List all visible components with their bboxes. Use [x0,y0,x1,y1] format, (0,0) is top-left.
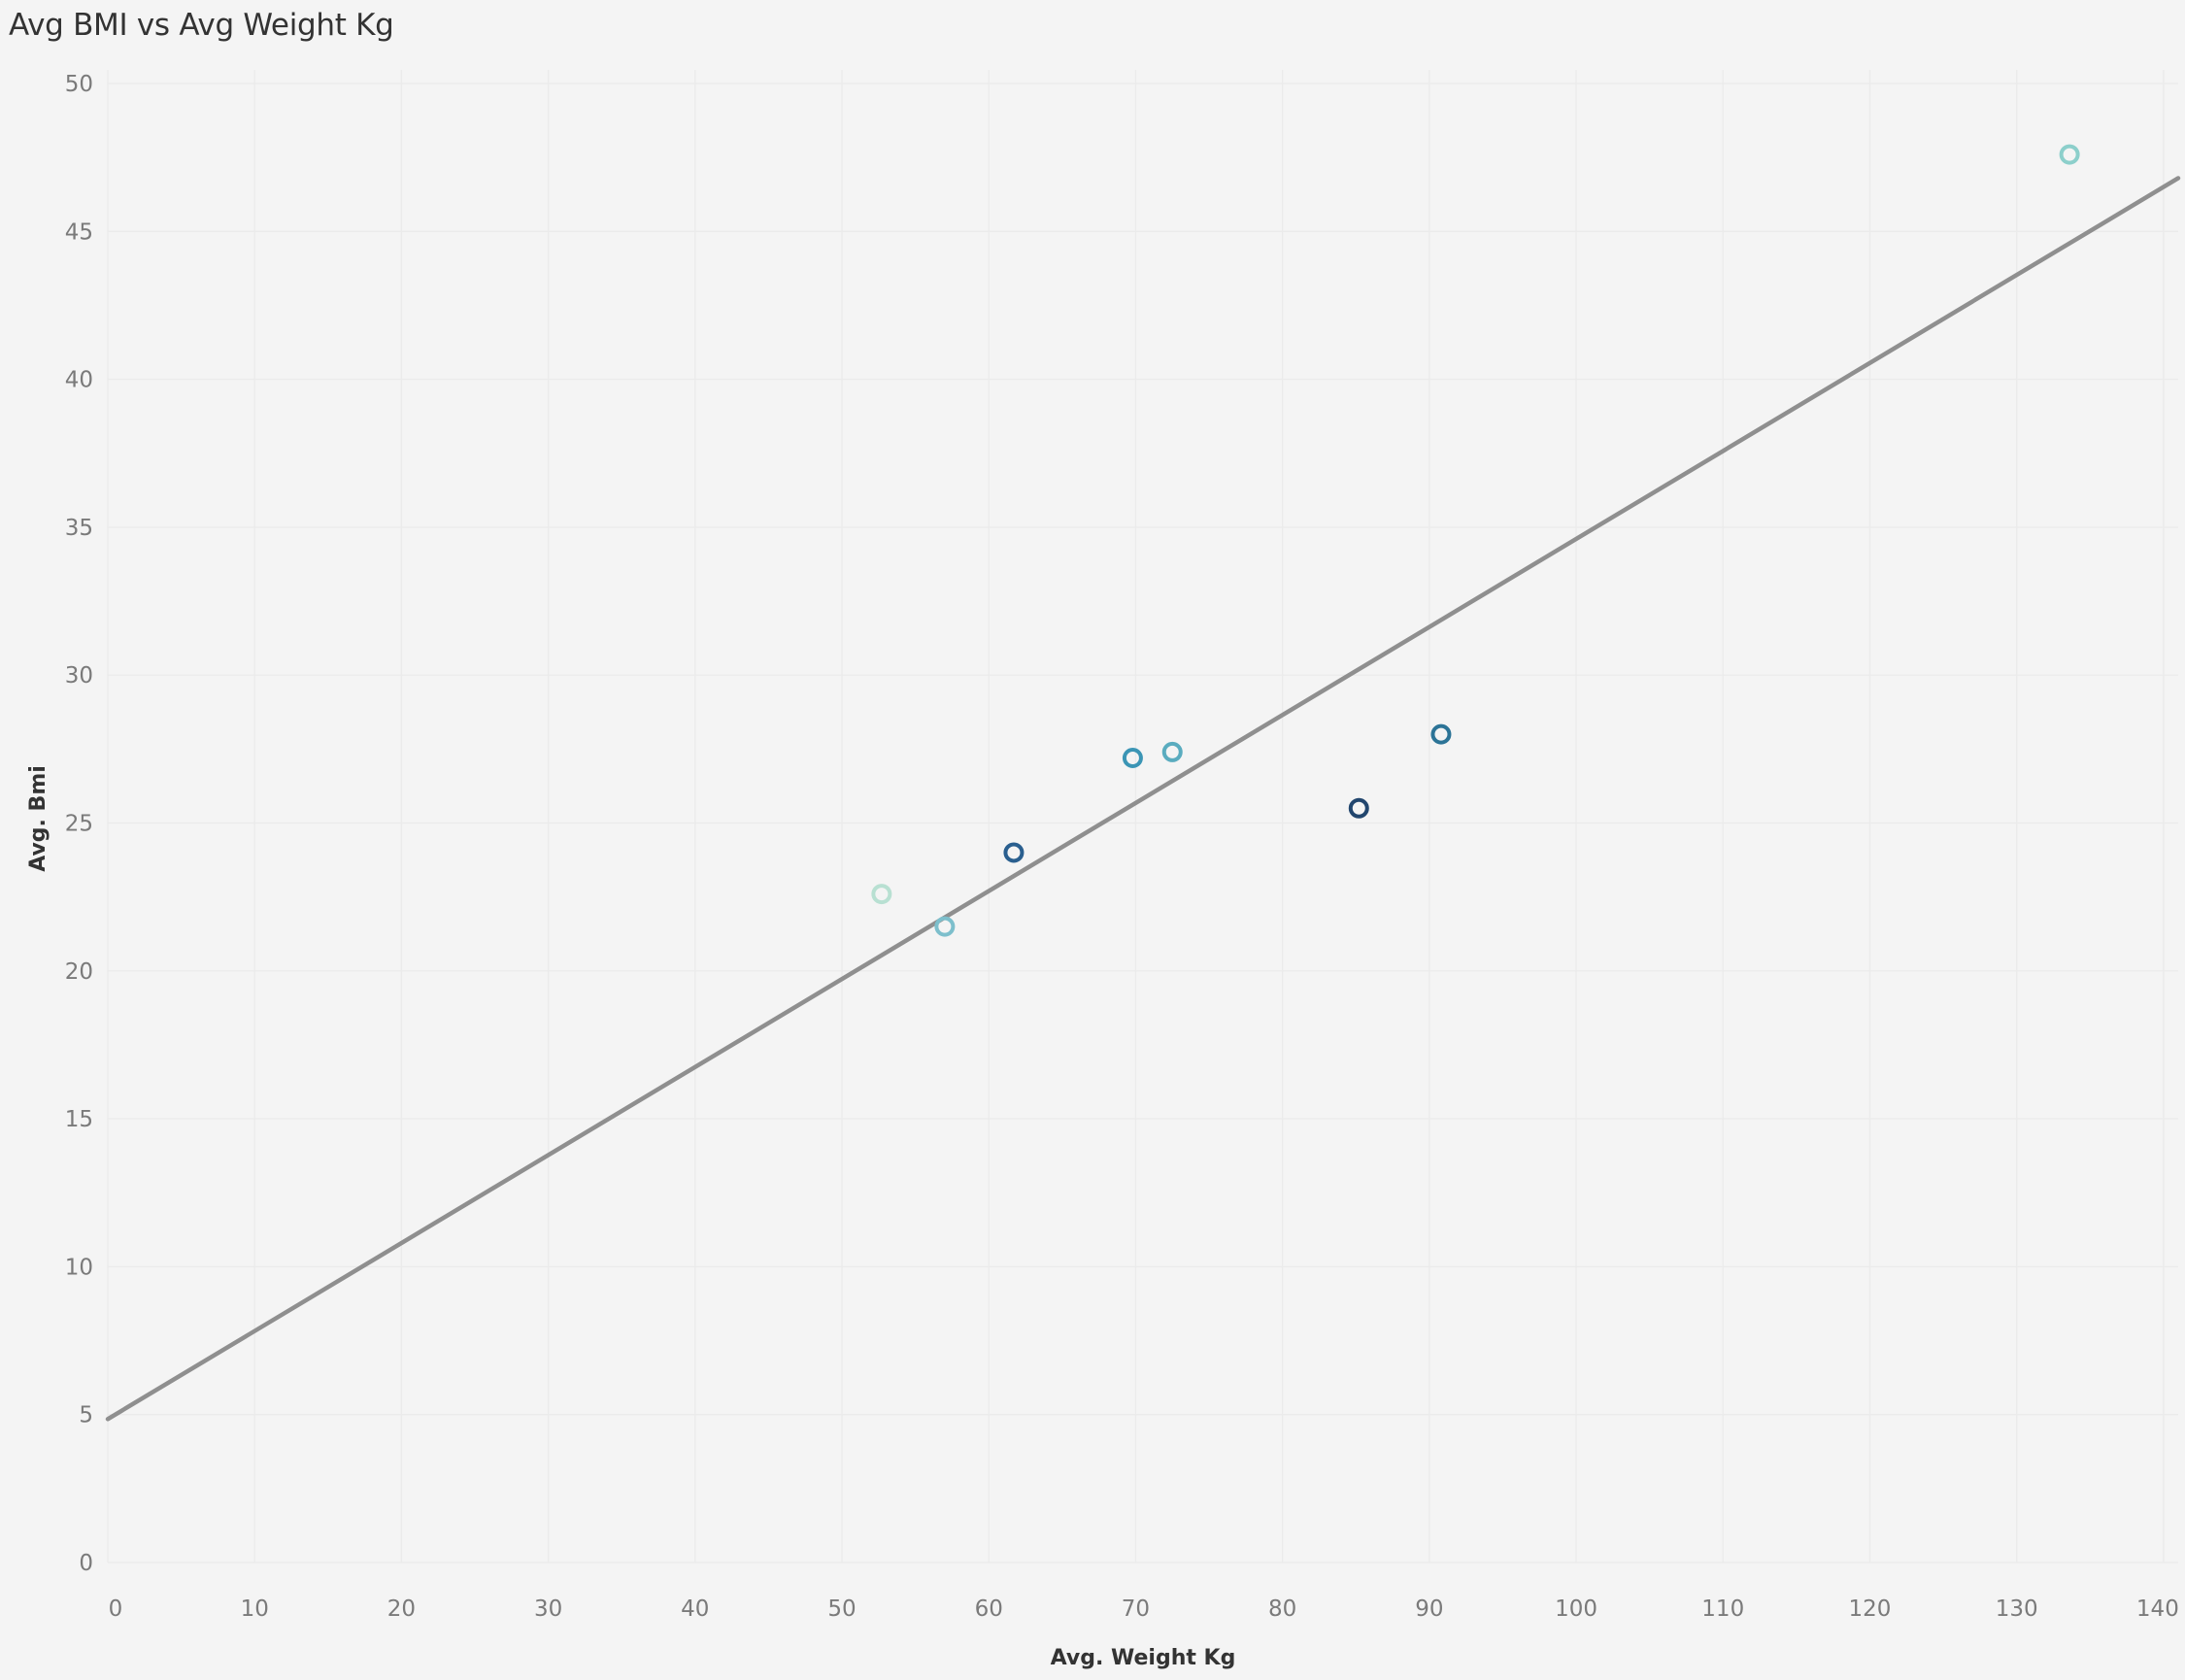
trend-line [105,176,2181,1422]
y-tick-label: 50 [65,72,93,97]
x-axis-title: Avg. Weight Kg [1051,1646,1236,1670]
x-tick-label: 60 [975,1596,1003,1622]
x-tick-label: 90 [1415,1596,1443,1622]
y-tick-label: 15 [65,1107,93,1132]
x-tick-label: 40 [681,1596,709,1622]
x-tick-label: 20 [387,1596,416,1622]
y-tick-label: 10 [65,1255,93,1280]
scatter-point[interactable] [1003,842,1025,863]
scatter-point[interactable] [934,916,956,937]
x-tick-label: 70 [1122,1596,1150,1622]
x-tick-label: 80 [1268,1596,1296,1622]
x-tick-label: 10 [241,1596,269,1622]
y-axis-ticks: 0 5 10 15 20 25 30 35 40 45 50 [65,72,93,1576]
x-tick-label: 120 [1849,1596,1892,1622]
y-tick-label: 45 [65,219,93,245]
scatter-point[interactable] [1348,797,1369,819]
y-tick-label: 20 [65,959,93,985]
x-tick-label: 100 [1555,1596,1597,1622]
y-tick-label: 40 [65,368,93,393]
data-points [871,144,2080,937]
y-tick-label: 35 [65,516,93,541]
grid [107,70,2178,1563]
chart-title: Avg BMI vs Avg Weight Kg [9,8,394,43]
scatter-point[interactable] [871,884,892,905]
x-tick-label: 130 [1996,1596,2038,1622]
y-axis-title: Avg. Bmi [26,765,50,872]
x-axis-ticks: 0 10 20 30 40 50 60 70 80 90 100 110 120 130 140 [109,1596,2179,1622]
scatter-point[interactable] [2059,144,2080,165]
trend-line-layer [105,176,2181,1422]
scatter-point[interactable] [1430,723,1452,745]
y-tick-label: 30 [65,663,93,689]
x-tick-label: 30 [534,1596,562,1622]
y-tick-label: 5 [79,1403,93,1428]
x-tick-label: 50 [827,1596,856,1622]
scatter-point[interactable] [1122,747,1143,768]
x-tick-label: 0 [109,1596,123,1622]
scatter-point[interactable] [1161,741,1183,762]
x-tick-label: 110 [1701,1596,1744,1622]
y-tick-label: 0 [79,1551,93,1576]
y-tick-label: 25 [65,812,93,837]
x-tick-label: 140 [2136,1596,2179,1622]
